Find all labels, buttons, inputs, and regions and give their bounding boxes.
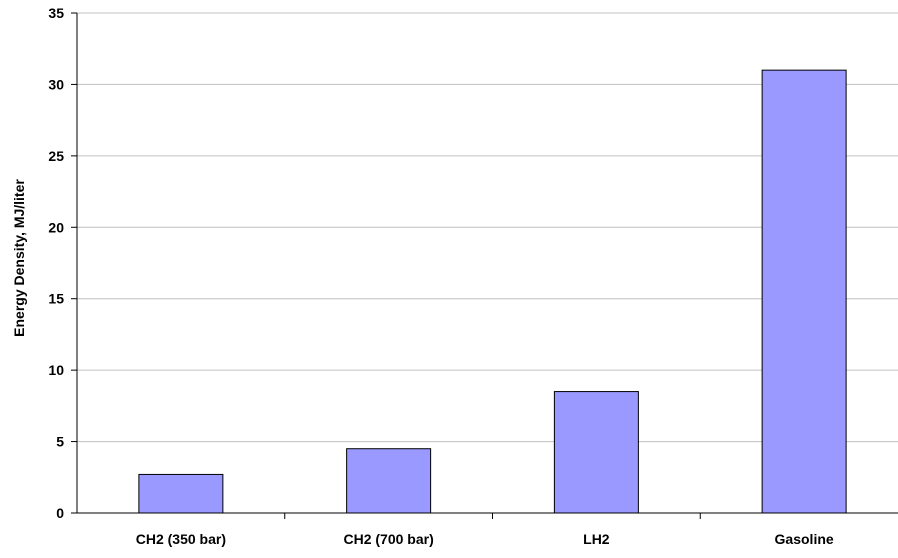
y-tick-label: 0	[56, 505, 64, 521]
bar	[761, 69, 847, 514]
y-axis-title: Energy Density, MJ/liter	[11, 179, 27, 337]
y-tick-label: 10	[48, 362, 64, 378]
x-tick-label: LH2	[583, 531, 610, 547]
grid-lines	[77, 12, 898, 443]
y-tick-label: 25	[48, 148, 64, 164]
bar	[138, 473, 224, 514]
bars	[138, 69, 847, 514]
x-tick-label: CH2 (700 bar)	[343, 531, 433, 547]
x-tick-label: CH2 (350 bar)	[136, 531, 226, 547]
y-tick-labels: 0 5 10 15 20 25 30 35	[48, 5, 64, 521]
bar	[346, 448, 432, 514]
x-tick-label: Gasoline	[775, 531, 834, 547]
bar	[553, 391, 639, 514]
y-tick-label: 15	[48, 291, 64, 307]
y-tick-label: 30	[48, 76, 64, 92]
x-tick-labels: CH2 (350 bar) CH2 (700 bar) LH2 Gasoline	[136, 531, 834, 547]
y-tick-label: 35	[48, 5, 64, 21]
y-tick-label: 20	[48, 219, 64, 235]
axes	[71, 12, 898, 519]
y-tick-label: 5	[56, 434, 64, 450]
